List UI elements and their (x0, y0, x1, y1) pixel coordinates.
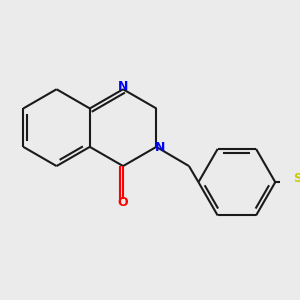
Text: O: O (117, 196, 128, 209)
Text: N: N (118, 80, 128, 93)
Text: S: S (293, 172, 300, 185)
Text: N: N (154, 141, 165, 154)
